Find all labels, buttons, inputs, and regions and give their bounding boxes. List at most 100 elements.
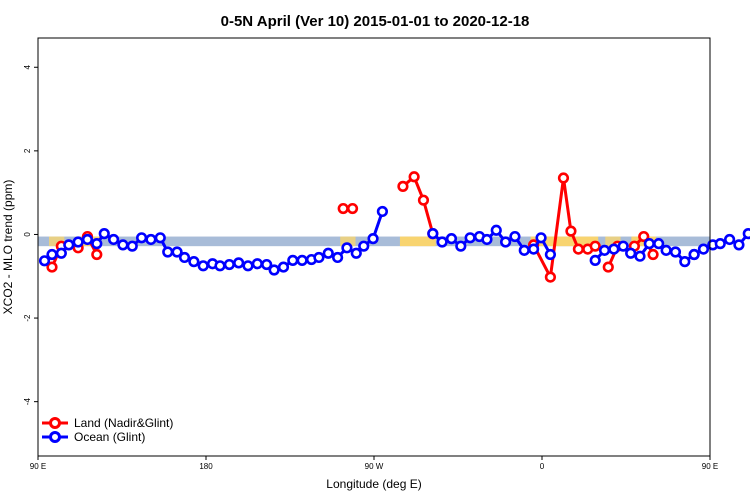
data-point (688, 248, 700, 261)
data-point (733, 239, 745, 251)
data-point (638, 230, 650, 243)
plot-area (37, 37, 750, 457)
legend-ocean-label: Ocean (Glint) (74, 430, 145, 444)
data-point (91, 238, 103, 250)
data-point (714, 238, 726, 250)
data-point (598, 244, 611, 256)
data-point (46, 261, 58, 273)
data-point (145, 233, 157, 246)
data-point (81, 233, 94, 246)
data-point (500, 236, 512, 248)
data-point (723, 233, 736, 246)
data-point (242, 260, 254, 272)
y-tick-label: 2 (23, 148, 32, 153)
data-point (408, 171, 420, 183)
data-point (608, 243, 620, 255)
data-point (91, 248, 103, 261)
data-point (251, 258, 263, 270)
data-point (72, 236, 84, 248)
data-point (367, 233, 379, 245)
data-point (154, 232, 166, 244)
y-tick-label: -2 (23, 314, 32, 322)
data-point (197, 260, 209, 272)
x-axis: 90 E 180 90 W 0 90 E (30, 456, 718, 471)
data-point (322, 247, 334, 259)
data-point (625, 247, 637, 259)
data-point (572, 243, 585, 255)
data-point (509, 230, 521, 243)
legend-item-land: Land (Nadir&Glint) (42, 416, 173, 430)
data-point (277, 261, 290, 273)
legend-item-ocean: Ocean (Glint) (42, 430, 145, 444)
data-point (98, 228, 110, 240)
y-tick-label: -4 (23, 398, 32, 406)
data-point (233, 257, 245, 269)
band-land-3 (399, 236, 436, 247)
data-point (742, 228, 750, 240)
data-point (602, 261, 614, 273)
data-point (617, 240, 629, 252)
data-point (223, 258, 235, 271)
data-point (455, 240, 467, 252)
data-point (117, 239, 129, 251)
data-point (647, 248, 659, 261)
data-point (38, 255, 51, 267)
data-point (464, 232, 476, 244)
data-point (535, 232, 547, 244)
data-point (346, 202, 359, 215)
data-point (643, 238, 655, 250)
data-point (679, 256, 691, 268)
data-point (669, 246, 682, 258)
data-point (313, 251, 325, 264)
y-tick-label: 0 (23, 232, 32, 237)
x-tick-label: 90 E (702, 462, 718, 471)
data-point (557, 172, 570, 184)
y-tick-label: 4 (23, 64, 32, 69)
data-point (332, 251, 344, 264)
data-point (350, 247, 362, 259)
data-point (107, 233, 120, 246)
data-point (63, 239, 75, 251)
data-point (358, 240, 370, 252)
x-tick-label: 90 E (30, 462, 46, 471)
data-point (445, 233, 458, 245)
data-point (565, 225, 577, 237)
data-point (490, 224, 502, 236)
data-point (697, 243, 710, 255)
data-point (589, 240, 601, 252)
x-tick-label: 180 (199, 462, 213, 471)
data-point (178, 251, 191, 264)
data-point (634, 250, 646, 262)
x-tick-label: 0 (540, 462, 545, 471)
series-ocean (38, 205, 750, 276)
series-line (532, 176, 596, 279)
data-point (136, 232, 148, 244)
legend-ocean-marker (49, 431, 61, 443)
data-point (337, 202, 349, 215)
data-point (55, 247, 67, 259)
data-point (268, 264, 280, 276)
data-point (427, 228, 439, 240)
x-tick-label: 90 W (365, 462, 384, 471)
y-axis-label: XCO2 - MLO trend (ppm) (1, 180, 15, 315)
legend-land-marker (49, 417, 61, 429)
series-line (401, 175, 435, 235)
y-axis: -4 -2 0 2 4 (23, 64, 38, 405)
data-point (481, 233, 493, 246)
data-point (544, 248, 557, 261)
data-point (171, 246, 183, 258)
band-land-0 (49, 236, 65, 247)
data-point (296, 254, 308, 266)
data-point (436, 236, 448, 248)
chart-title: 0-5N April (Ver 10) 2015-01-01 to 2020-1… (221, 13, 530, 30)
data-point (518, 244, 530, 256)
data-point (126, 240, 138, 252)
data-point (188, 256, 200, 268)
legend-land-label: Land (Nadir&Glint) (74, 416, 173, 430)
band-land-5 (605, 236, 621, 247)
data-point (397, 180, 409, 192)
series-layer (38, 171, 750, 283)
data-point (214, 260, 226, 272)
data-point (376, 205, 389, 218)
data-point (527, 243, 540, 255)
